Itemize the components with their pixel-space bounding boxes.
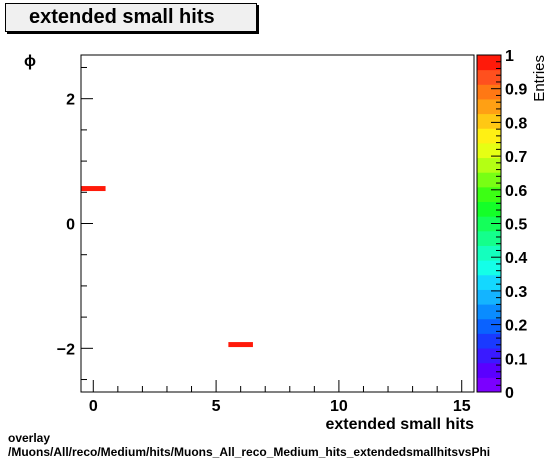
footer-path-label: /Muons/All/reco/Medium/hits/Muons_All_re… [8,445,491,459]
z-tick-label-0: 0 [505,385,514,402]
z-tick-label-9: 0.9 [505,82,527,99]
y-axis: −2 0 2 [57,66,93,381]
z-tick-label-2: 0.2 [505,318,527,335]
color-scale-segment-15 [477,157,501,173]
x-tick-label-10: 10 [330,398,348,415]
color-scale-segment-22 [477,55,501,71]
z-tick-label-3: 0.3 [505,284,527,301]
x-tick-label-15: 15 [453,398,471,415]
color-scale-segment-5 [477,304,501,320]
color-scale-segment-4 [477,318,501,334]
z-tick-label-4: 0.4 [505,250,527,267]
color-scale-segment-14 [477,172,501,188]
z-axis: 0 0.1 0.2 0.3 0.4 0.5 0.6 0.7 0.8 0.9 1 [491,48,527,402]
color-scale [476,54,502,393]
color-scale-segment-19 [477,98,501,115]
z-tick-label-10: 1 [505,48,514,65]
color-scale-segment-2 [477,348,501,364]
color-scale-segment-20 [477,84,501,100]
color-scale-segment-11 [477,216,501,232]
color-scale-segment-21 [477,69,501,85]
z-tick-label-8: 0.8 [505,115,527,132]
color-scale-segment-16 [477,142,501,159]
y-tick-label-0: 0 [66,217,75,234]
z-tick-label-6: 0.6 [505,183,527,200]
color-scale-segment-3 [477,333,501,349]
z-tick-label-7: 0.7 [505,149,527,166]
color-scale-segment-9 [477,245,501,261]
z-tick-label-5: 0.5 [505,217,527,234]
x-tick-label-0: 0 [89,398,98,415]
color-scale-segment-13 [477,186,501,203]
heatmap-bin-1 [228,342,253,348]
plot-frame [80,54,475,393]
histogram-title: extended small hits [5,3,257,32]
color-scale-segment-18 [477,113,501,129]
y-tick-label-2: 2 [66,92,75,109]
footer-overlay-label: overlay [8,431,51,445]
x-axis-title: extended small hits [326,416,475,433]
x-tick-label-5: 5 [212,398,221,415]
color-scale-segment-0 [477,377,501,393]
x-axis: 0 5 10 15 [89,380,471,415]
color-scale-segment-7 [477,274,501,290]
bins-layer [81,186,253,348]
y-axis-title: ϕ [24,53,36,70]
z-tick-label-1: 0.1 [505,351,527,368]
color-scale-segment-8 [477,260,501,276]
z-axis-title: Entries [531,55,546,102]
color-scale-segment-10 [477,230,501,246]
color-scale-segment-12 [477,201,501,217]
color-scale-segment-6 [477,289,501,305]
color-scale-segment-17 [477,128,501,144]
heatmap-bin-0 [81,186,106,192]
color-scale-segment-1 [477,362,501,378]
y-tick-label--2: −2 [57,341,75,358]
